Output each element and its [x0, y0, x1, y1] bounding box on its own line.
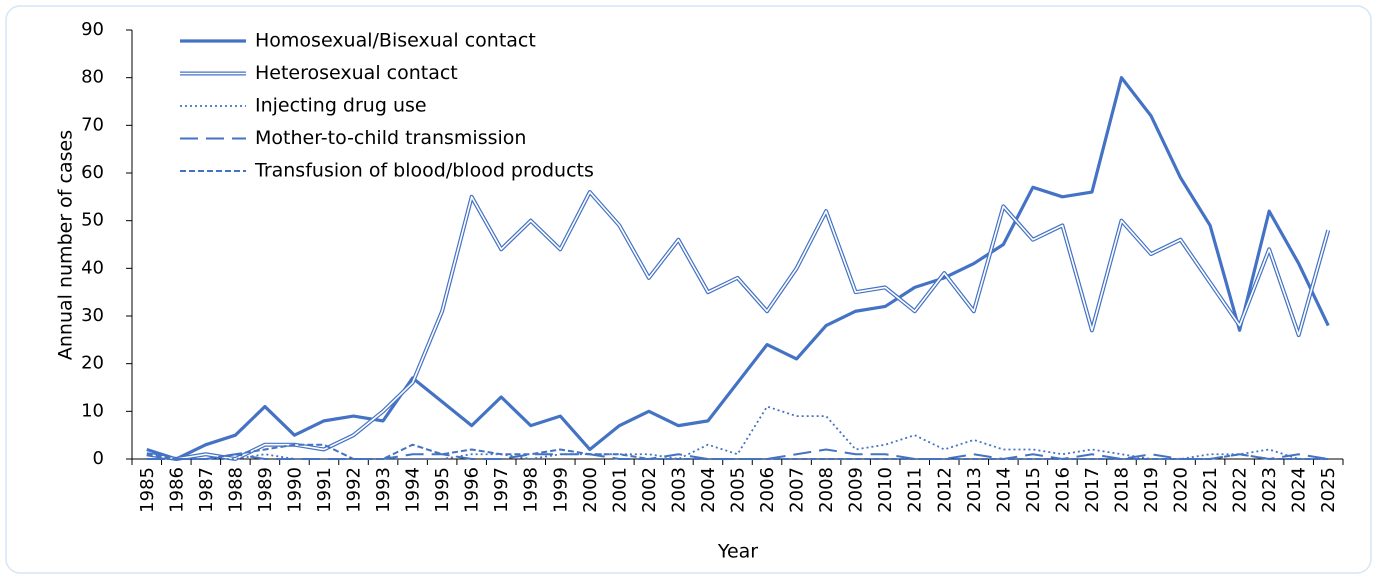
x-tick-label: 2009: [846, 467, 867, 513]
legend-label: Injecting drug use: [255, 95, 427, 117]
x-tick-label: 2011: [905, 467, 926, 513]
x-tick-label: 1997: [491, 467, 512, 513]
x-tick-label: 2008: [816, 467, 837, 513]
x-tick-label: 2015: [1023, 467, 1044, 513]
x-tick-label: 2010: [875, 467, 896, 513]
y-tick-label: 40: [81, 257, 104, 278]
x-tick-label: 2018: [1111, 467, 1132, 513]
x-tick-label: 2014: [993, 467, 1014, 513]
x-tick-label: 1987: [196, 467, 217, 513]
x-tick-label: 1988: [225, 467, 246, 513]
chart-frame: [5, 5, 1372, 574]
x-tick-label: 2012: [934, 467, 955, 513]
x-tick-label: 1986: [166, 467, 187, 513]
x-tick-label: 1992: [344, 467, 365, 513]
y-tick-label: 10: [81, 400, 104, 421]
x-tick-label: 2021: [1200, 467, 1221, 513]
legend-label: Mother-to-child transmission: [255, 127, 526, 149]
legend-label: Heterosexual contact: [255, 62, 458, 84]
y-tick-label: 0: [93, 448, 104, 469]
x-tick-label: 2025: [1318, 467, 1339, 513]
x-tick-label: 1991: [314, 467, 335, 513]
y-tick-label: 30: [81, 305, 104, 326]
x-tick-label: 2007: [787, 467, 808, 513]
y-axis-label: Annual number of cases: [55, 130, 77, 360]
y-tick-label: 50: [81, 210, 104, 231]
y-tick-label: 90: [81, 19, 104, 40]
x-tick-label: 2000: [580, 467, 601, 513]
x-axis-label: Year: [717, 541, 758, 563]
x-tick-label: 1990: [284, 467, 305, 513]
x-tick-label: 2003: [668, 467, 689, 513]
x-tick-label: 1989: [255, 467, 276, 513]
x-tick-label: 1998: [521, 467, 542, 513]
y-tick-label: 20: [81, 353, 104, 374]
x-tick-label: 2017: [1082, 467, 1103, 513]
x-tick-label: 1994: [403, 467, 424, 513]
x-tick-label: 2004: [698, 467, 719, 513]
x-tick-label: 2002: [639, 467, 660, 513]
y-tick-label: 80: [81, 67, 104, 88]
series-line: [146, 448, 1329, 460]
x-tick-label: 1985: [137, 467, 158, 513]
series-line-inner: [146, 191, 1330, 460]
x-tick-label: 2024: [1289, 467, 1310, 513]
y-tick-label: 70: [81, 114, 104, 135]
x-tick-label: 2013: [964, 467, 985, 513]
x-tick-label: 1996: [462, 467, 483, 513]
x-tick-label: 2019: [1141, 467, 1162, 513]
x-tick-label: 2006: [757, 467, 778, 513]
x-tick-label: 2023: [1259, 467, 1280, 513]
series-line: [146, 76, 1330, 461]
x-tick-label: 2022: [1230, 467, 1251, 513]
x-tick-label: 1993: [373, 467, 394, 513]
x-tick-label: 1999: [550, 467, 571, 513]
legend-label: Homosexual/Bisexual contact: [255, 30, 536, 52]
x-tick-label: 2016: [1052, 467, 1073, 513]
y-tick-label: 60: [81, 162, 104, 183]
series-line: [146, 443, 1329, 460]
x-tick-label: 2001: [609, 467, 630, 513]
legend-label: Transfusion of blood/blood products: [254, 160, 594, 182]
x-tick-label: 2005: [728, 467, 749, 513]
x-tick-label: 1995: [432, 467, 453, 513]
x-tick-label: 2020: [1171, 467, 1192, 513]
